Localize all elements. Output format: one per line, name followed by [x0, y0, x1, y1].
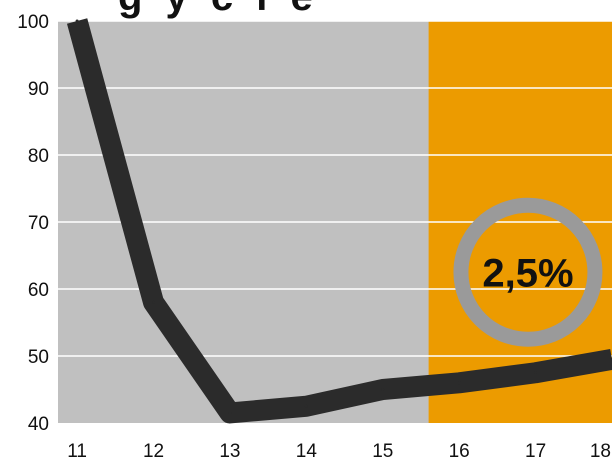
- annotation-label: 2,5%: [482, 251, 573, 295]
- grid-lines: [58, 20, 612, 357]
- data-point: [152, 300, 156, 304]
- x-tick-label: 14: [296, 441, 318, 462]
- x-tick-label: 18: [590, 441, 611, 462]
- y-tick-label: 70: [28, 213, 49, 234]
- x-axis-tick-labels: 11 12 13 14 15 16 17 18: [67, 441, 611, 462]
- y-tick-label: 90: [28, 79, 49, 100]
- data-point: [228, 411, 232, 415]
- x-tick-label: 15: [372, 441, 393, 462]
- y-tick-label: 40: [28, 414, 49, 435]
- x-tick-label: 17: [525, 441, 546, 462]
- x-tick-label: 11: [67, 441, 87, 462]
- y-axis-tick-labels: 40 50 60 70 80 90 100: [17, 12, 49, 435]
- x-tick-label: 12: [143, 441, 164, 462]
- series-group: [66, 18, 612, 424]
- data-point: [457, 381, 461, 385]
- annotation-group: 2,5%: [453, 197, 603, 347]
- data-point: [75, 19, 79, 23]
- data-point: [381, 388, 385, 391]
- data-point: [304, 404, 308, 408]
- y-tick-label: 80: [28, 146, 49, 167]
- y-tick-label: 50: [28, 347, 49, 368]
- x-tick-label: 16: [449, 441, 470, 462]
- data-point: [534, 371, 538, 375]
- chart-title-fragment: g y c l e: [118, 0, 319, 19]
- series-line: [66, 18, 612, 424]
- y-tick-label: 60: [28, 280, 49, 301]
- annotation-ring: [453, 197, 603, 347]
- y-tick-label: 100: [17, 12, 49, 33]
- x-tick-label: 13: [219, 441, 240, 462]
